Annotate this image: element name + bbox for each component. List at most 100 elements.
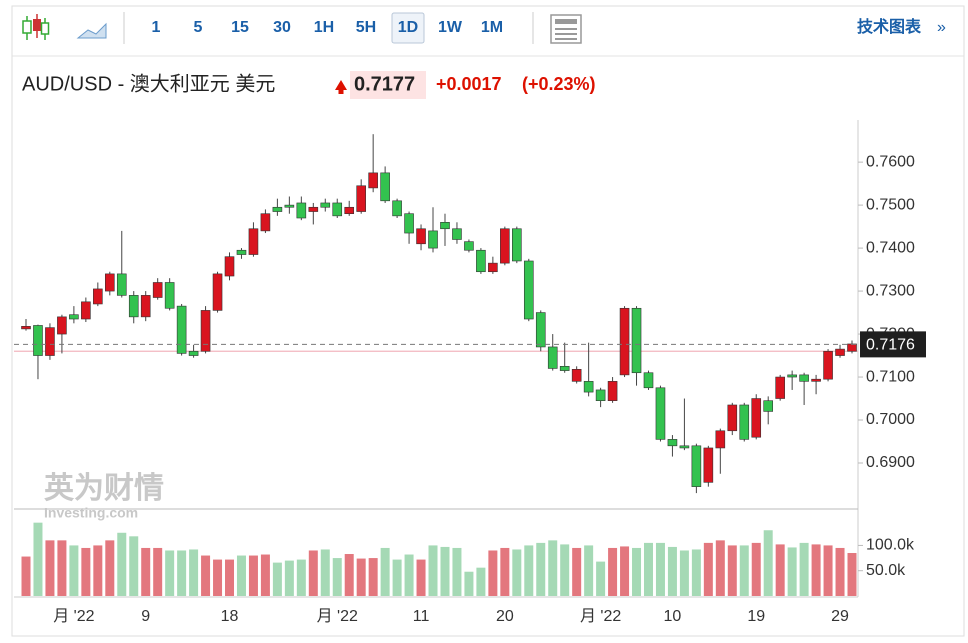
volume-bar <box>308 550 318 596</box>
volume-bar <box>476 567 486 596</box>
interval-button[interactable]: 1D <box>398 19 418 36</box>
candle-body <box>416 228 426 245</box>
candle-body <box>751 398 762 438</box>
candle-body <box>164 282 175 309</box>
candle-body <box>799 374 809 382</box>
last-price: 0.7177 <box>354 73 415 95</box>
candle-body <box>535 312 546 348</box>
candle-body <box>464 241 474 251</box>
volume-bar <box>536 542 546 596</box>
x-tick-label: 29 <box>831 608 849 625</box>
candle-body <box>440 222 450 230</box>
candle-body <box>488 262 498 273</box>
candle-body <box>224 256 235 277</box>
candle-body <box>308 206 319 212</box>
volume-bar <box>21 556 31 596</box>
candle-body <box>404 213 414 234</box>
volume-bar <box>440 546 450 596</box>
candle-body <box>811 378 821 382</box>
volume-bar <box>141 547 151 596</box>
interval-button[interactable]: 5H <box>356 19 376 36</box>
interval-button[interactable]: 5 <box>194 19 203 36</box>
candle-body <box>607 381 618 401</box>
candle-body <box>332 202 343 217</box>
volume-bar <box>751 542 761 596</box>
y-tick-label: 0.7000 <box>866 411 915 428</box>
interval-button[interactable]: 30 <box>273 19 291 36</box>
x-tick-label: 20 <box>496 608 514 625</box>
interval-button[interactable]: 1 <box>152 19 161 36</box>
x-tick-label: 月 '22 <box>53 608 94 625</box>
volume-bar <box>787 547 797 596</box>
interval-button[interactable]: 15 <box>231 19 249 36</box>
candle-body <box>583 381 594 393</box>
volume-bar <box>763 530 773 596</box>
candle-body <box>380 172 390 202</box>
interval-button[interactable]: 1M <box>481 19 503 36</box>
candle-body <box>260 213 271 232</box>
selected-interval-box <box>391 12 425 44</box>
candle-body <box>69 314 79 320</box>
candle-body <box>368 172 378 189</box>
volume-bar <box>691 549 701 596</box>
volume-bar <box>45 540 55 596</box>
volume-bar <box>105 540 115 596</box>
candle-body <box>176 305 187 354</box>
candle-body <box>356 185 366 212</box>
candle-body <box>715 430 726 449</box>
volume-bar <box>225 559 235 596</box>
volume-bar <box>632 547 642 596</box>
candle-body <box>45 327 55 356</box>
volume-bar <box>679 550 689 596</box>
volume-bar <box>201 555 211 596</box>
report-icon[interactable] <box>550 14 582 44</box>
volume-bar <box>416 559 426 596</box>
volume-bar <box>655 542 665 596</box>
x-tick-label: 19 <box>747 608 765 625</box>
candle-body <box>739 404 750 440</box>
interval-button[interactable]: 1W <box>438 19 463 36</box>
volume-bar <box>248 555 258 596</box>
volume-bar <box>512 549 522 596</box>
candle-icon[interactable] <box>22 14 50 40</box>
volume-bar <box>739 545 749 596</box>
candle-body <box>847 343 857 352</box>
link-arrow[interactable]: » <box>937 19 946 36</box>
candle-body <box>643 372 654 389</box>
y-tick-label: 0.6900 <box>866 454 915 471</box>
x-tick-label: 10 <box>664 608 682 625</box>
volume-bar <box>392 559 402 596</box>
volume-bar <box>404 554 414 596</box>
candle-body <box>619 307 630 376</box>
last-price-label: 0.7176 <box>866 337 915 354</box>
volume-bar <box>560 544 570 596</box>
volume-bar <box>584 545 594 596</box>
volume-bar <box>81 547 91 596</box>
volume-bar <box>572 547 582 596</box>
candle-body <box>284 204 295 208</box>
volume-bar <box>272 562 282 596</box>
x-tick-label: 月 '22 <box>317 608 358 625</box>
candle-body <box>679 445 690 449</box>
interval-button[interactable]: 1H <box>314 19 334 36</box>
volume-bar <box>620 546 630 596</box>
volume-bar <box>320 549 330 596</box>
plot: 0.69000.70000.71000.72000.73000.74000.75… <box>14 134 926 625</box>
candle-body <box>57 316 67 335</box>
area-icon[interactable] <box>76 22 107 39</box>
tech-chart-link[interactable]: 技术图表 <box>857 17 922 36</box>
candle-body <box>703 447 714 483</box>
candle-body <box>236 249 247 255</box>
volume-bar <box>464 571 474 596</box>
candle-body <box>452 228 462 240</box>
volume-bar <box>643 542 653 596</box>
volume-bar <box>236 555 246 596</box>
candle-body <box>272 206 283 212</box>
y-tick-label: 0.7500 <box>866 196 915 213</box>
candle-body <box>33 325 43 356</box>
candle-body <box>212 273 223 311</box>
candle-body <box>392 200 402 217</box>
volume-bar <box>344 554 354 596</box>
